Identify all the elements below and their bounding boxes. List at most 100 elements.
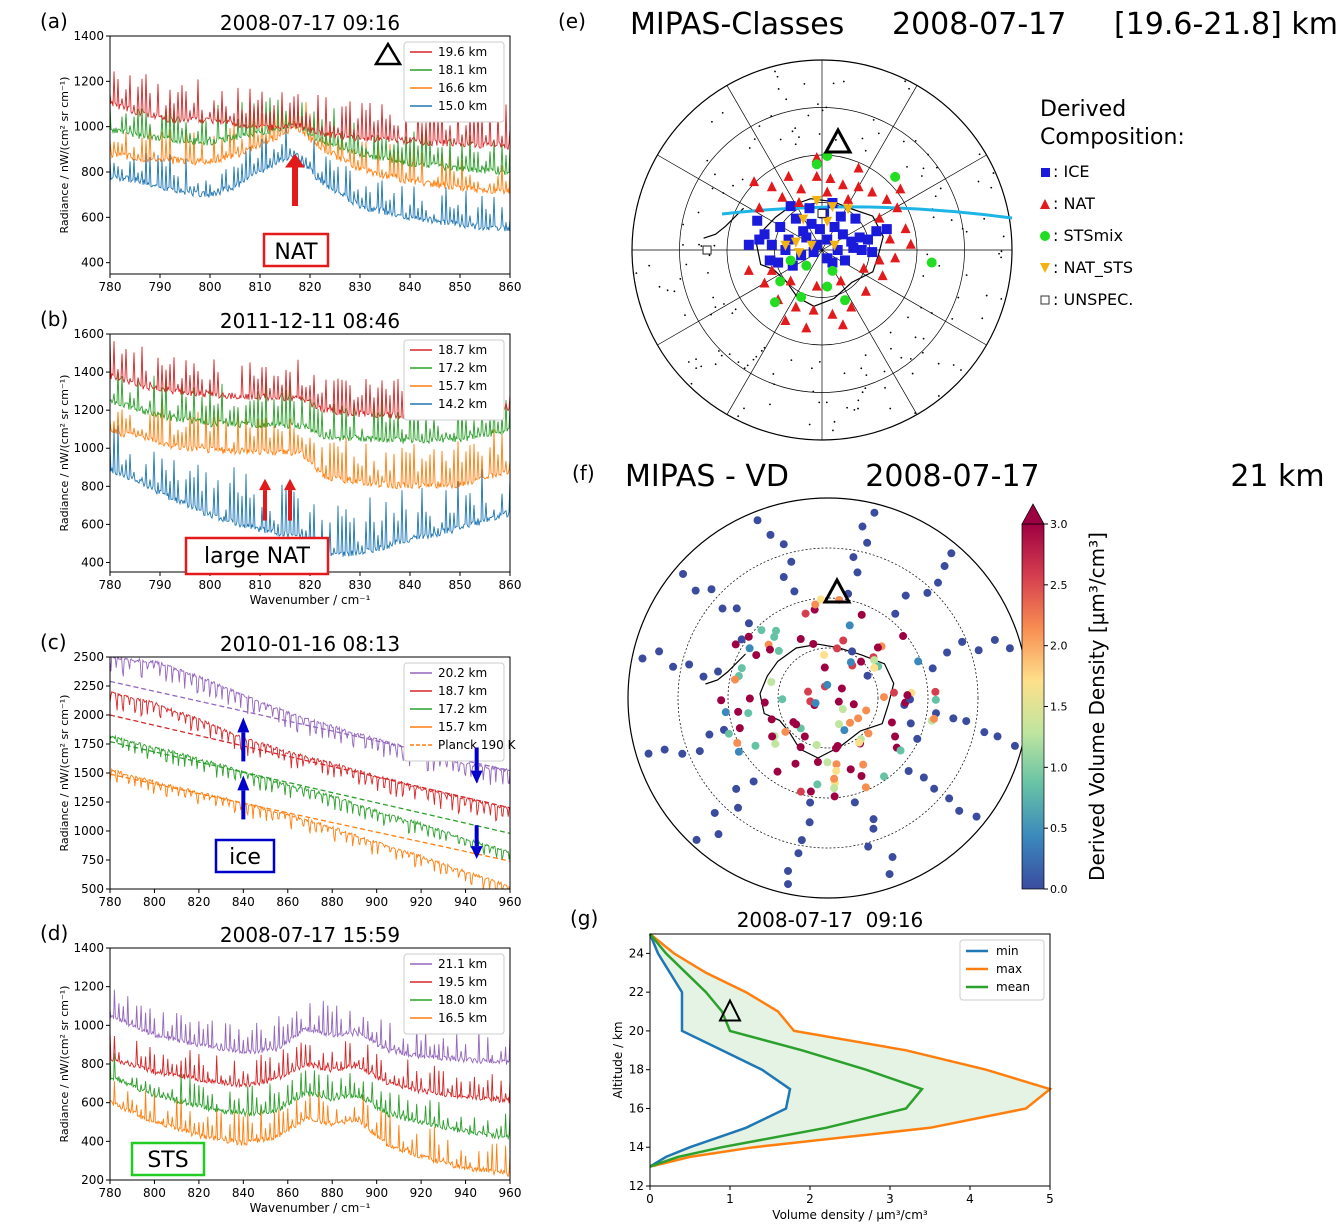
sample-dot [938,264,941,267]
sample-dot [922,337,925,340]
nat-marker [811,152,822,163]
vd-point [980,728,989,737]
vd-point [812,741,821,750]
sample-dot [861,391,864,394]
vd-point [962,717,971,726]
y-tick-label: 600 [81,210,104,224]
sample-dot [685,263,688,266]
ice-marker [754,234,765,245]
panel-e: (e) MIPAS-Classes 2008-07-17 [19.6-21.8] … [558,7,1338,441]
colorbar [1021,523,1045,890]
vd-point [833,741,842,750]
legend-label: 16.6 km [438,81,487,95]
y-tick-label: 20 [629,1024,644,1038]
vd-point [990,635,999,644]
sample-dot [921,351,924,354]
x-tick-label: 840 [399,578,422,592]
nat-marker [843,193,854,204]
chart-title: 2010-01-16 08:13 [220,632,400,656]
nat-marker [825,172,836,183]
nat-marker [858,262,869,273]
series-line [110,397,510,490]
vd-point [811,600,820,609]
stsmix-marker [775,276,786,287]
vd-point [857,657,866,666]
series-line [110,691,510,822]
vd-point [857,610,866,619]
legend-label: 17.2 km [438,702,487,716]
y-tick-label: 600 [81,517,104,531]
nat-marker [794,196,805,207]
sample-dot [861,137,864,140]
sample-dot [743,407,745,410]
sample-dot [1000,256,1003,259]
y-tick-label: 24 [629,946,644,960]
vd-point [1010,741,1019,750]
x-tick-label: 960 [499,1186,522,1200]
legend-label: 21.1 km [438,957,487,971]
sample-dot [741,178,744,181]
vd-point [765,645,774,654]
y-tick-label: 2250 [73,679,104,693]
nat-marker [860,285,871,296]
sample-dot [807,114,810,117]
vd-point [804,687,813,696]
sample-dot [920,175,923,177]
series-line [649,933,925,1168]
x-tick-label: 860 [276,895,299,909]
vd-point [887,718,896,727]
sample-dot [755,355,758,358]
vd-point [638,654,647,663]
nat-marker [877,270,888,281]
polar-outline [627,497,1029,899]
legend-box [403,41,505,123]
latitude-circle [777,647,879,749]
vd-point [767,715,776,724]
sample-dot [785,98,788,101]
series-line [648,933,792,1168]
x-tick-label: 800 [143,1186,166,1200]
sample-dot [713,244,716,247]
vd-point [792,720,801,729]
x-tick-label: 820 [299,578,322,592]
ice-marker [764,255,775,266]
x-tick-label: 810 [249,578,272,592]
vd-point [737,635,746,644]
sample-dot [684,314,686,317]
meridian [657,154,823,251]
triangle-marker [823,126,853,154]
sample-dot [648,264,651,267]
vd-point [714,667,723,676]
ice-marker [837,229,848,240]
nat-sts-marker [811,195,822,206]
large-nat-label: large NAT [204,544,311,569]
sample-dot [864,354,867,357]
large-nat-arrow-head [284,478,296,491]
panel-c: (c) 2010-01-16 08:13 780 800 820 840 860 880 900… [40,630,521,909]
legend-box [403,339,505,421]
y-tick-label: 2000 [73,708,104,722]
colorbar-tick-label: 1.5 [1050,701,1068,714]
vd-point [797,836,806,845]
sample-dot [808,423,811,426]
nat-marker [785,275,796,286]
vd-point [945,794,954,803]
y-tick-label: 500 [81,882,104,896]
series-line [649,933,1053,1168]
ice-marker [854,232,865,243]
sts-label: STS [147,1148,188,1173]
orbit-track [721,205,1013,220]
legend-label: 15.7 km [438,379,487,393]
vd-point [832,766,841,775]
sample-dot [712,296,715,299]
sample-dot [758,125,761,128]
sample-dot [865,374,868,377]
nat-marker [777,191,788,202]
nat-sts-marker [780,240,791,251]
series-line [110,1031,510,1104]
sample-dot [904,80,907,83]
sample-dot [810,367,813,370]
vd-point [717,696,726,705]
ice-marker [775,222,786,233]
sample-dot [690,382,693,385]
